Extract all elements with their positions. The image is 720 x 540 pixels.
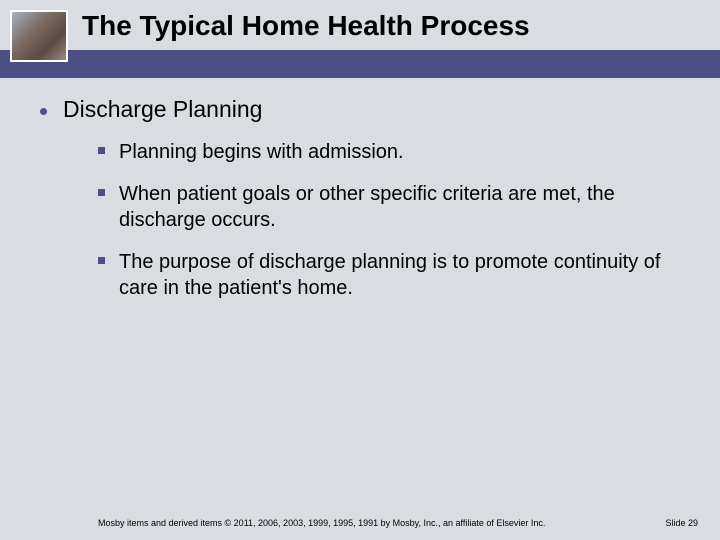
header-bar <box>0 50 720 78</box>
bullet-dot-icon <box>40 108 47 115</box>
slide-title: The Typical Home Health Process <box>82 10 530 42</box>
sub-bullet: When patient goals or other specific cri… <box>98 181 700 233</box>
bullet-square-icon <box>98 147 105 154</box>
bullet-square-icon <box>98 257 105 264</box>
main-bullet-text: Discharge Planning <box>63 96 262 123</box>
sub-bullet-text: Planning begins with admission. <box>119 139 404 165</box>
sub-bullet: Planning begins with admission. <box>98 139 700 165</box>
sub-bullet-list: Planning begins with admission. When pat… <box>98 139 700 301</box>
bullet-square-icon <box>98 189 105 196</box>
slide-footer: Mosby items and derived items © 2011, 20… <box>0 518 720 528</box>
header-icon-container <box>10 10 80 62</box>
hands-photo-icon <box>10 10 68 62</box>
sub-bullet: The purpose of discharge planning is to … <box>98 249 700 301</box>
main-bullet: Discharge Planning <box>40 96 700 123</box>
copyright-text: Mosby items and derived items © 2011, 20… <box>98 518 545 528</box>
sub-bullet-text: When patient goals or other specific cri… <box>119 181 700 233</box>
slide-number: Slide 29 <box>665 518 698 528</box>
sub-bullet-text: The purpose of discharge planning is to … <box>119 249 700 301</box>
slide-content: Discharge Planning Planning begins with … <box>40 96 700 317</box>
